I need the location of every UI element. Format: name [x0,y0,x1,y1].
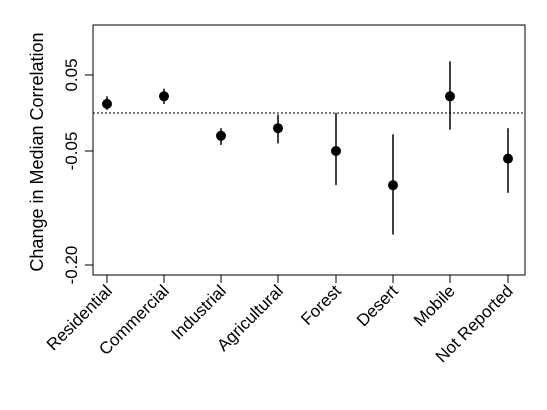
y-tick-label: 0.05 [62,58,81,91]
x-tick-label: Forest [297,281,345,329]
data-point [331,146,341,156]
y-axis-title: Change in Median Correlation [27,32,47,271]
plot-frame [92,24,526,276]
x-tick-label: Mobile [410,281,459,330]
data-points [102,61,513,235]
y-tick-label: -0.05 [62,132,81,171]
x-axis: ResidentialCommercialIndustrialAgricultu… [43,274,517,366]
data-point [388,180,398,191]
data-point [503,153,513,164]
data-point [445,91,455,102]
y-axis: 0.05 -0.05 -0.20 [62,30,94,285]
data-point [216,130,226,141]
data-point [159,91,169,102]
data-point [273,123,283,134]
x-tick-label: Desert [353,281,402,330]
data-point [102,98,112,109]
y-tick-label: -0.20 [62,246,81,285]
